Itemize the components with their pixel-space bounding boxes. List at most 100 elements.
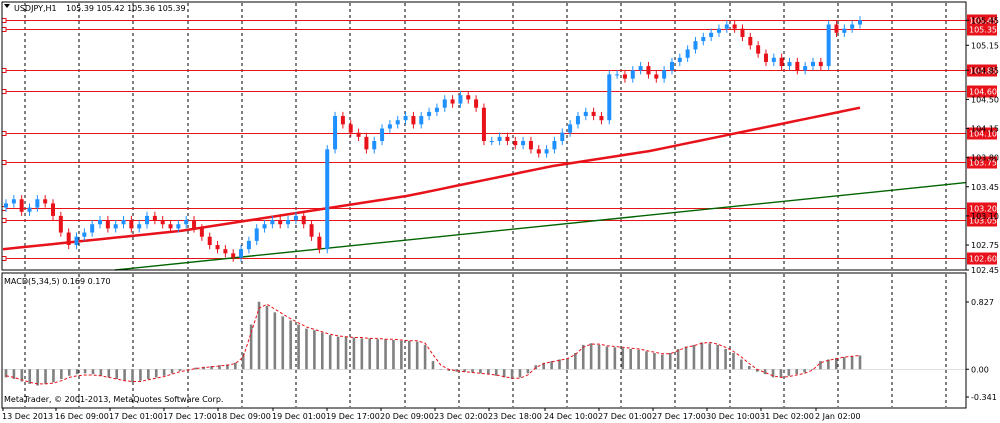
indicator-lines [2,106,967,271]
macd-bar [566,357,569,370]
macd-bar [273,312,277,370]
macd-bar [154,369,158,378]
candle-body [536,149,541,154]
macd-bar [147,369,150,380]
macd-bar [52,369,55,383]
candle-body [262,224,267,229]
macd-bar [534,365,538,370]
price-levels[interactable]: 105.45105.35104.85104.60104.10103.75103.… [1,14,997,265]
y-tick-label: 102.45 [971,266,999,275]
candle-body [732,24,737,29]
macd-bar [328,335,332,370]
candle-body [427,111,432,117]
y-tick-label: 104.85 [971,66,999,75]
macd-bar [637,349,640,370]
macd-bar [305,328,308,370]
macd-bar [724,348,727,370]
candle-body [301,215,306,225]
candle-body [11,199,16,204]
macd-bar [613,347,617,370]
macd-bar [716,344,719,370]
macd-panel [2,301,966,386]
macd-bar [376,339,379,370]
macd-bar [487,369,490,375]
level-handle-icon [1,160,7,165]
candle-body [607,74,612,121]
candle-body [513,141,518,146]
candle-body [325,149,330,250]
macd-bar [763,369,767,375]
macd-bar [771,369,775,378]
candle-body [137,224,142,229]
macd-bar [257,301,261,370]
level-label: 104.85 [969,67,997,76]
candle-body [403,116,408,121]
macd-bar [178,369,182,371]
x-tick-label: 27 Dec 17:00 [652,412,706,421]
candle-body [113,224,118,229]
macd-bar [218,365,221,370]
macd-bar [803,369,806,373]
candle-body [740,28,745,37]
candle-body [591,111,596,117]
candle-body [560,132,565,141]
candle-body [544,149,549,154]
macd-bar [827,359,830,370]
candle-body [505,136,510,141]
candle-body [795,61,800,71]
y-tick-label: 105.15 [971,41,999,50]
candle-body [630,70,635,79]
macd-bar [170,369,174,374]
candle-body [90,224,95,233]
candle-body [176,224,181,229]
x-tick-label: 2 Jan 02:00 [815,412,861,421]
macd-bar [281,316,285,370]
candle-body [826,24,831,67]
candle-body [685,49,690,58]
candle-body [43,199,48,204]
macd-bar [471,369,474,373]
candle-body [121,220,126,225]
macd-bar [36,369,39,386]
level-label: 103.20 [969,205,997,214]
macd-bar [431,361,435,370]
macd-bar [439,369,443,370]
macd-bar [542,362,546,370]
macd-bar [494,369,498,376]
macd-bar [392,339,395,370]
candle-body [568,124,573,133]
candle-body [152,215,157,221]
candle-body [286,220,291,225]
macd-bar [210,366,213,370]
dropdown-triangle-icon[interactable] [4,4,10,8]
macd-bar [67,369,71,376]
macd-bar [123,369,126,381]
candle-body [474,99,479,108]
macd-bar [75,369,79,375]
macd-bar [850,356,854,370]
candle-body [481,107,486,141]
candle-body [293,215,298,221]
macd-bar [645,351,648,370]
candle-body [818,61,823,67]
grid [24,3,947,407]
macd-bar [708,343,712,370]
level-label-box [967,64,997,77]
candle-body [356,132,361,137]
level-label-box [967,252,997,265]
candle-body [66,232,71,246]
macd-bar [589,343,593,370]
level-label-box [967,156,997,169]
macd-y-tick-label: -0.341 [971,393,997,402]
candle-body [348,124,353,133]
candle-body [450,99,455,104]
candle-body [850,24,855,29]
macd-bar [574,352,577,370]
ohlc-readout: 105.39 105.42 105.36 105.39 [66,4,186,13]
macd-bar [661,354,664,370]
candle-body [497,136,502,141]
candle-body [309,224,314,237]
macd-bar [510,369,514,380]
